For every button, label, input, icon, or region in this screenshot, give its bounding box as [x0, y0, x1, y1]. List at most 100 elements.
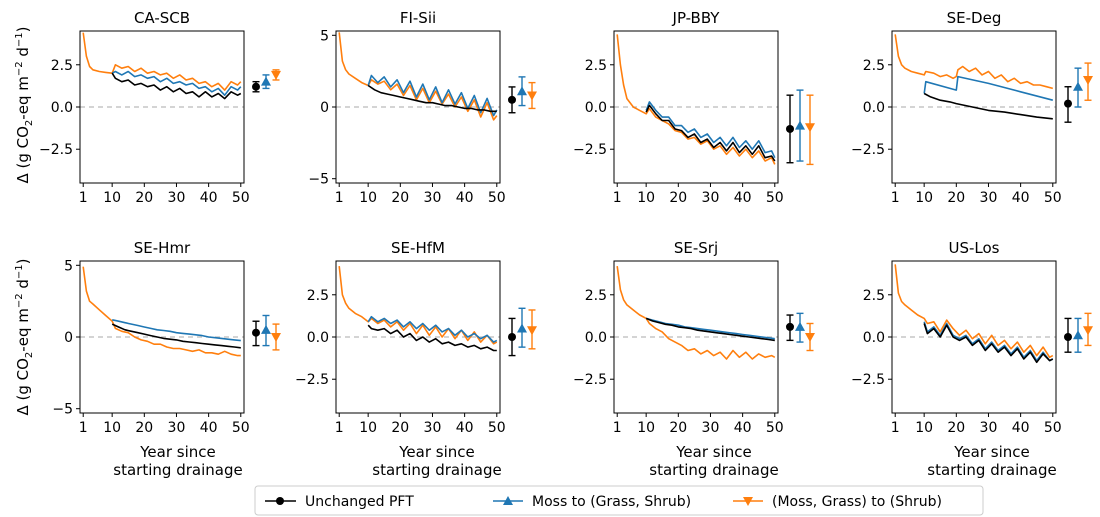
- y-tick-label: 0.0: [585, 100, 607, 116]
- errorbar-marker-circle: [252, 82, 260, 91]
- x-tick-label: 40: [1012, 420, 1030, 436]
- legend-label-shrub: (Moss, Grass) to (Shrub): [772, 494, 942, 510]
- y-tick-label: 2.5: [863, 288, 885, 304]
- errorbar-marker-triangle-down: [527, 326, 537, 336]
- errorbar-marker-circle: [786, 322, 794, 331]
- errorbar-marker-circle: [252, 328, 260, 337]
- x-tick-label: 10: [359, 420, 377, 436]
- panel-title: JP-BBY: [672, 9, 721, 27]
- series-line-moss-to-grass-shrub: [923, 75, 1054, 101]
- series-line-moss-to-grass-shrub: [645, 317, 775, 340]
- panel-jp-bby: JP-BBY 1 10 20 30 40 50 −2.5 0.0 2.5: [573, 9, 815, 206]
- x-tick-label: 1: [335, 420, 344, 436]
- x-tick-label: 30: [168, 420, 186, 436]
- series-line-unchanged-pft: [367, 84, 497, 113]
- y-tick-label: 2.5: [51, 58, 73, 74]
- x-tick-label: 30: [168, 190, 186, 206]
- xlabel-4-line2: starting drainage: [927, 461, 1056, 479]
- x-tick-label: 10: [637, 190, 655, 206]
- x-tick-label: 10: [103, 190, 121, 206]
- y-tick-label: 0: [64, 330, 73, 346]
- x-tick-label: 1: [79, 190, 88, 206]
- ylabel-sup-b: −1: [14, 32, 25, 47]
- ylabel-row2: Δ (g CO2-eq m−2 d−1): [14, 258, 35, 415]
- y-tick-label: 2.5: [307, 288, 329, 304]
- x-tick-label: 40: [456, 420, 474, 436]
- x-tick-label: 1: [79, 420, 88, 436]
- ylabel-part-c: d: [14, 47, 32, 61]
- errorbar-marker-triangle-up: [261, 324, 271, 334]
- x-tick-label: 20: [135, 420, 153, 436]
- ylabel-part-b: -eq m: [14, 76, 32, 120]
- ylabel-part-a: Δ (g CO: [14, 358, 32, 415]
- panel-ca-scb: CA-SCB 1 10 20 30 40 50 −2.5 0.0 2.5: [39, 9, 281, 206]
- errorbar-marker-circle: [508, 95, 516, 104]
- errorbar-marker-triangle-up: [1073, 330, 1083, 340]
- errorbar-marker-triangle-down: [1083, 75, 1093, 85]
- y-tick-label: 0: [320, 100, 329, 116]
- y-tick-label: −5: [308, 172, 329, 188]
- panel-se-srj: SE-Srj 1 10 20 30 40 50 −2.5 0.0 2.5: [573, 239, 815, 436]
- legend-frame: [254, 485, 984, 516]
- legend-marker-circle: [276, 497, 284, 505]
- x-tick-label: 30: [702, 420, 720, 436]
- x-tick-label: 50: [488, 420, 506, 436]
- x-tick-label: 40: [456, 190, 474, 206]
- errorbar-marker-circle: [1064, 99, 1072, 108]
- x-tick-label: 50: [1044, 420, 1062, 436]
- legend: Unchanged PFT Moss to (Grass, Shrub) (Mo…: [254, 485, 984, 516]
- series-line-moss-to-grass-shrub: [367, 74, 498, 117]
- errorbar-marker-circle: [508, 333, 516, 341]
- series-line-moss-to-grass-shrub: [112, 319, 241, 342]
- series-line-moss-to-grass-shrub: [645, 101, 776, 159]
- panel-title: SE-Srj: [674, 239, 718, 257]
- ylabel-sub-a: 2: [24, 120, 35, 126]
- xlabel-4-line1: Year since: [953, 443, 1030, 461]
- y-tick-label: −5: [52, 402, 73, 418]
- errorbar-marker-triangle-up: [795, 321, 805, 331]
- errorbar-marker-triangle-up: [795, 120, 805, 130]
- xlabel-3-line2: starting drainage: [649, 461, 778, 479]
- series-line-unchanged-pft: [923, 323, 1054, 364]
- x-tick-label: 20: [391, 190, 409, 206]
- panel-title: SE-Deg: [947, 9, 1002, 27]
- ylabel-sup-b: −1: [14, 264, 25, 279]
- x-tick-label: 1: [613, 190, 622, 206]
- y-tick-label: 0.0: [863, 100, 885, 116]
- series-line-moss-grass-to-shrub: [616, 265, 776, 360]
- x-tick-label: 40: [1012, 190, 1030, 206]
- x-tick-label: 30: [424, 420, 442, 436]
- errorbar-marker-triangle-up: [261, 76, 271, 86]
- ylabel-part-d: ): [14, 26, 32, 32]
- x-tick-label: 50: [766, 420, 784, 436]
- x-tick-label: 1: [335, 190, 344, 206]
- x-tick-label: 10: [103, 420, 121, 436]
- y-tick-label: −2.5: [851, 372, 885, 388]
- x-tick-label: 40: [200, 190, 218, 206]
- y-tick-label: −2.5: [573, 372, 607, 388]
- series-line-unchanged-pft: [111, 72, 242, 100]
- ylabel-sup-a: −2: [14, 61, 25, 76]
- panel-se-hmr: SE-Hmr 1 10 20 30 40 50 −5 0 5: [52, 239, 281, 436]
- errorbar-marker-circle: [786, 124, 794, 133]
- x-tick-label: 40: [734, 190, 752, 206]
- y-tick-label: 5: [64, 258, 73, 274]
- xlabel-2-line1: Year since: [398, 443, 475, 461]
- xlabel-1-line1: Year since: [139, 443, 216, 461]
- errorbar-marker-triangle-up: [517, 323, 527, 333]
- ylabel-part-c: d: [14, 279, 32, 293]
- x-tick-label: 10: [915, 420, 933, 436]
- x-tick-label: 20: [391, 420, 409, 436]
- xlabel-2-line2: starting drainage: [372, 461, 501, 479]
- xlabel-1-line2: starting drainage: [113, 461, 242, 479]
- errorbar-marker-triangle-down: [271, 70, 281, 80]
- ylabel-sub-a: 2: [24, 352, 35, 358]
- panel-title: US-Los: [949, 239, 1000, 257]
- x-tick-label: 1: [891, 420, 900, 436]
- series-line-moss-grass-to-shrub: [338, 32, 498, 121]
- x-tick-label: 40: [734, 420, 752, 436]
- ylabel-sup-a: −2: [14, 293, 25, 308]
- y-tick-label: 2.5: [585, 288, 607, 304]
- x-tick-label: 50: [232, 190, 250, 206]
